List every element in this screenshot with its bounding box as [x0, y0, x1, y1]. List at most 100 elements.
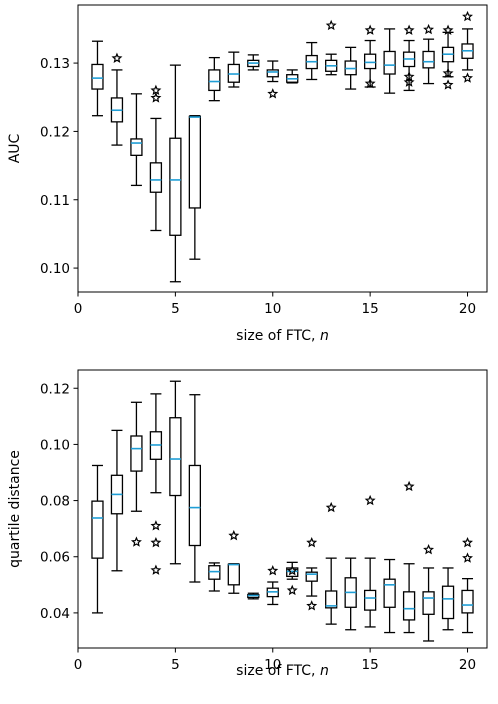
y-axis-label: AUC	[7, 133, 23, 163]
chart-panel-1: 0 5 10 15 20 0.10 0.11 0.12 0.13 size of FTC, n AU…	[7, 4, 488, 344]
box-6	[188, 394, 202, 583]
outlier-marker	[325, 501, 337, 513]
box-iqr	[383, 50, 396, 75]
outlier-marker	[111, 52, 123, 63]
box-iqr	[441, 585, 455, 620]
box-2	[110, 429, 124, 572]
x-tick-label: 20	[459, 657, 476, 673]
outlier-marker	[267, 88, 279, 99]
box-9	[247, 592, 260, 600]
box-iqr	[325, 590, 338, 609]
x-tick-label: 15	[362, 301, 379, 317]
box-iqr	[266, 69, 279, 78]
outlier-marker	[423, 23, 435, 35]
box-14	[344, 557, 357, 631]
outlier-marker	[150, 92, 162, 103]
box-15	[363, 24, 377, 89]
outlier-marker	[462, 536, 473, 548]
outlier-marker	[286, 565, 298, 576]
outlier-marker	[364, 77, 376, 89]
outlier-marker	[403, 76, 415, 87]
box-7	[208, 56, 221, 102]
outlier-marker	[228, 529, 240, 541]
outlier-marker	[150, 564, 162, 575]
box-iqr	[363, 589, 377, 611]
y-axis-label: quartile distance	[7, 450, 23, 568]
box-iqr	[208, 69, 221, 92]
outlier-marker	[442, 79, 454, 90]
box-1	[91, 40, 104, 117]
x-tick-label: 10	[264, 301, 281, 317]
x-tick-label: 15	[362, 657, 379, 673]
x-tick-label: 5	[171, 657, 180, 673]
box-11	[286, 561, 299, 596]
y-tick-label: 0.11	[40, 193, 70, 209]
box-4	[149, 393, 163, 575]
outlier-marker	[267, 565, 279, 576]
box-iqr	[208, 565, 221, 580]
outlier-marker	[364, 24, 376, 35]
outlier-marker	[462, 10, 473, 22]
box-15	[363, 494, 377, 628]
box-iqr	[169, 137, 182, 236]
box-19	[441, 24, 455, 90]
y-tick-label: 0.12	[40, 381, 70, 397]
box-4	[149, 84, 163, 232]
y-tick-label: 0.06	[40, 550, 70, 566]
box-7	[208, 562, 221, 592]
box-18	[422, 23, 435, 85]
box-iqr	[130, 435, 143, 472]
outlier-marker	[306, 536, 318, 548]
box-iqr	[422, 591, 435, 615]
box-iqr	[383, 578, 396, 608]
box-3	[130, 93, 143, 187]
box-1	[91, 464, 104, 614]
y-tick-label: 0.12	[40, 124, 70, 140]
x-tick-label: 20	[459, 301, 476, 317]
outlier-marker	[130, 536, 142, 547]
box-iqr	[305, 571, 318, 582]
box-16	[383, 558, 396, 634]
box-12	[305, 41, 318, 81]
box-2	[110, 52, 124, 146]
outlier-marker	[462, 552, 473, 563]
box-iqr	[91, 500, 104, 559]
box-17	[402, 480, 416, 634]
box-iqr	[461, 589, 474, 614]
outlier-marker	[150, 520, 162, 531]
outlier-marker	[403, 480, 415, 492]
outlier-marker	[150, 536, 162, 548]
box-13	[325, 19, 338, 76]
box-iqr	[227, 563, 240, 586]
box-20	[461, 536, 474, 634]
plot-frame	[77, 369, 488, 649]
y-tick-label: 0.10	[40, 261, 70, 277]
x-axis-label: size of FTC, n	[236, 328, 329, 344]
outlier-marker	[364, 494, 376, 506]
box-iqr	[422, 50, 435, 69]
x-tick-label: 5	[171, 301, 180, 317]
box-iqr	[149, 162, 163, 193]
box-3	[130, 401, 143, 547]
plot-frame	[77, 4, 488, 293]
box-11	[286, 69, 299, 84]
box-16	[383, 28, 396, 94]
y-tick-label: 0.08	[40, 494, 70, 510]
outlier-marker	[442, 67, 454, 78]
box-iqr	[188, 464, 202, 547]
outlier-marker	[442, 24, 454, 35]
box-iqr	[169, 417, 182, 497]
box-6	[188, 115, 202, 260]
y-tick-label: 0.13	[40, 56, 70, 72]
box-20	[461, 10, 474, 83]
chart-panel-2: 0 5 10 15 20 0.04 0.06 0.08 0.10 0.12 size of FTC,…	[7, 369, 488, 679]
box-iqr	[363, 53, 377, 70]
box-14	[344, 46, 357, 90]
box-iqr	[188, 115, 202, 209]
outlier-marker	[286, 584, 298, 596]
box-18	[422, 543, 435, 642]
box-13	[325, 501, 338, 625]
x-tick-label: 0	[74, 657, 83, 673]
box-10	[266, 60, 279, 99]
